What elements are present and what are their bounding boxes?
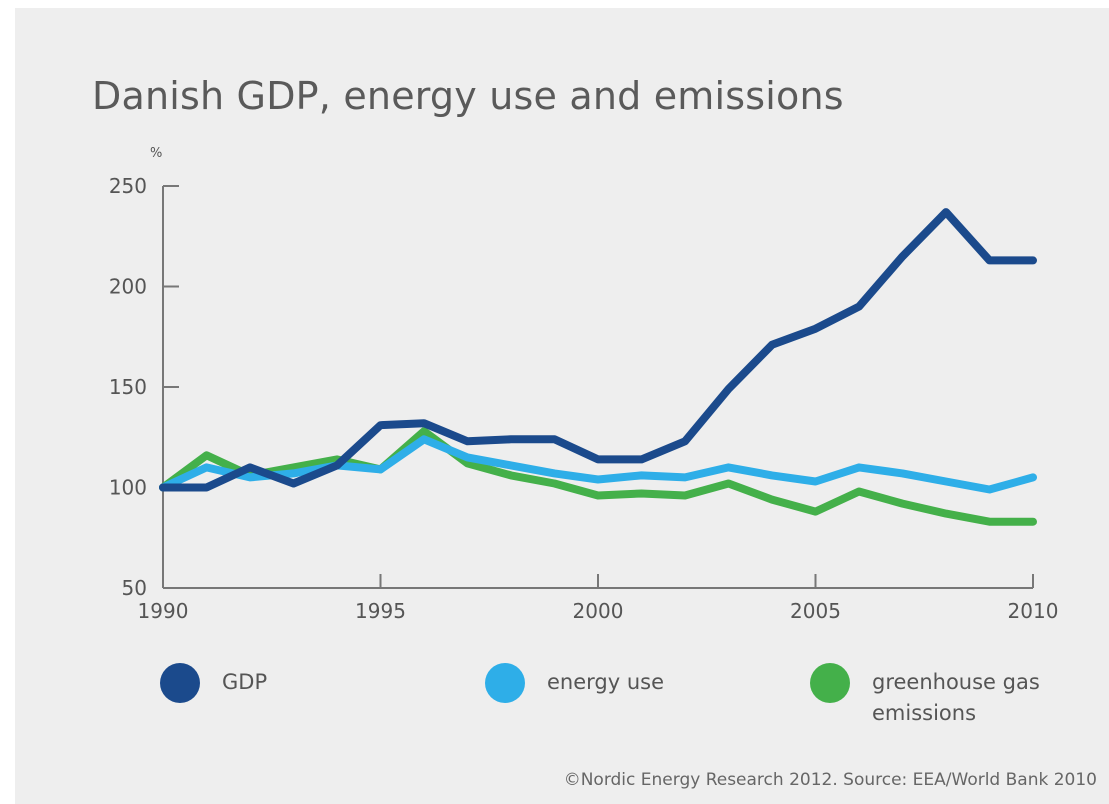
x-tick-label: 2000 (573, 599, 624, 623)
legend-item-greenhouse-gas-emissions: greenhouse gas emissions (810, 663, 1042, 729)
y-tick-label: 50 (122, 576, 147, 600)
legend-energy-use-marker (485, 663, 525, 703)
y-tick-label: 150 (109, 375, 147, 399)
legend-item-gdp: GDP (160, 663, 392, 703)
chart-panel (15, 8, 1109, 804)
legend-energy-use-label: energy use (547, 670, 665, 694)
series-line-energy-use (159, 435, 1037, 494)
y-axis-unit-label: % (150, 146, 163, 161)
chart-title: Danish GDP, energy use and emissions (92, 74, 844, 118)
source-credit: ©Nordic Energy Research 2012. Source: EE… (563, 770, 1097, 790)
series-line-gdp (159, 208, 1037, 492)
x-tick-label: 2010 (1008, 599, 1059, 623)
legend-emissions-label: greenhouse gas emissions (872, 670, 1040, 725)
legend-item-energy-use: energy use (485, 663, 717, 703)
legend-gdp-label: GDP (222, 670, 268, 694)
x-tick-label: 1995 (355, 599, 406, 623)
y-tick-label: 250 (109, 174, 147, 198)
x-tick-label: 2005 (790, 599, 841, 623)
y-tick-label: 200 (109, 275, 147, 299)
legend-emissions-marker (810, 663, 850, 703)
x-tick-label: 1990 (138, 599, 189, 623)
legend-gdp-marker (160, 663, 200, 703)
y-tick-label: 100 (109, 476, 147, 500)
series-line-greenhouse-gas-emissions (159, 427, 1037, 526)
